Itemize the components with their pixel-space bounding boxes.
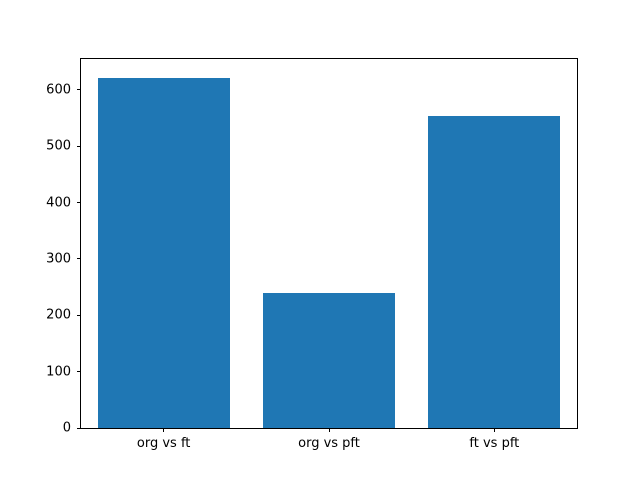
y-tick-label: 200 (46, 307, 71, 323)
x-tick-label: org vs pft (298, 436, 360, 451)
y-tick-mark (77, 202, 81, 204)
bar-org-vs-ft (97, 77, 230, 428)
y-tick-label: 500 (46, 138, 71, 154)
y-tick-mark (77, 427, 81, 429)
x-tick-label: org vs ft (136, 436, 191, 451)
y-tick-label: 600 (46, 82, 71, 98)
y-tick-mark (77, 89, 81, 91)
y-tick-label: 300 (46, 251, 71, 267)
y-tick-label: 400 (46, 195, 71, 211)
y-tick-label: 0 (62, 420, 71, 436)
y-tick-mark (77, 371, 81, 373)
bar-org-vs-pft (262, 292, 396, 428)
bar-ft-vs-pft (428, 116, 561, 428)
x-tick-mark (493, 428, 495, 432)
y-tick-mark (77, 258, 81, 260)
x-tick-mark (328, 428, 330, 432)
x-tick-mark (163, 428, 165, 432)
axes: 0 100 200 300 400 500 600 org vs ft org vs pft ft… (46, 58, 578, 451)
x-tick-label: ft vs pft (469, 436, 520, 451)
y-tick-label: 100 (46, 364, 71, 380)
y-tick-mark (77, 145, 81, 147)
y-tick-mark (77, 314, 81, 316)
